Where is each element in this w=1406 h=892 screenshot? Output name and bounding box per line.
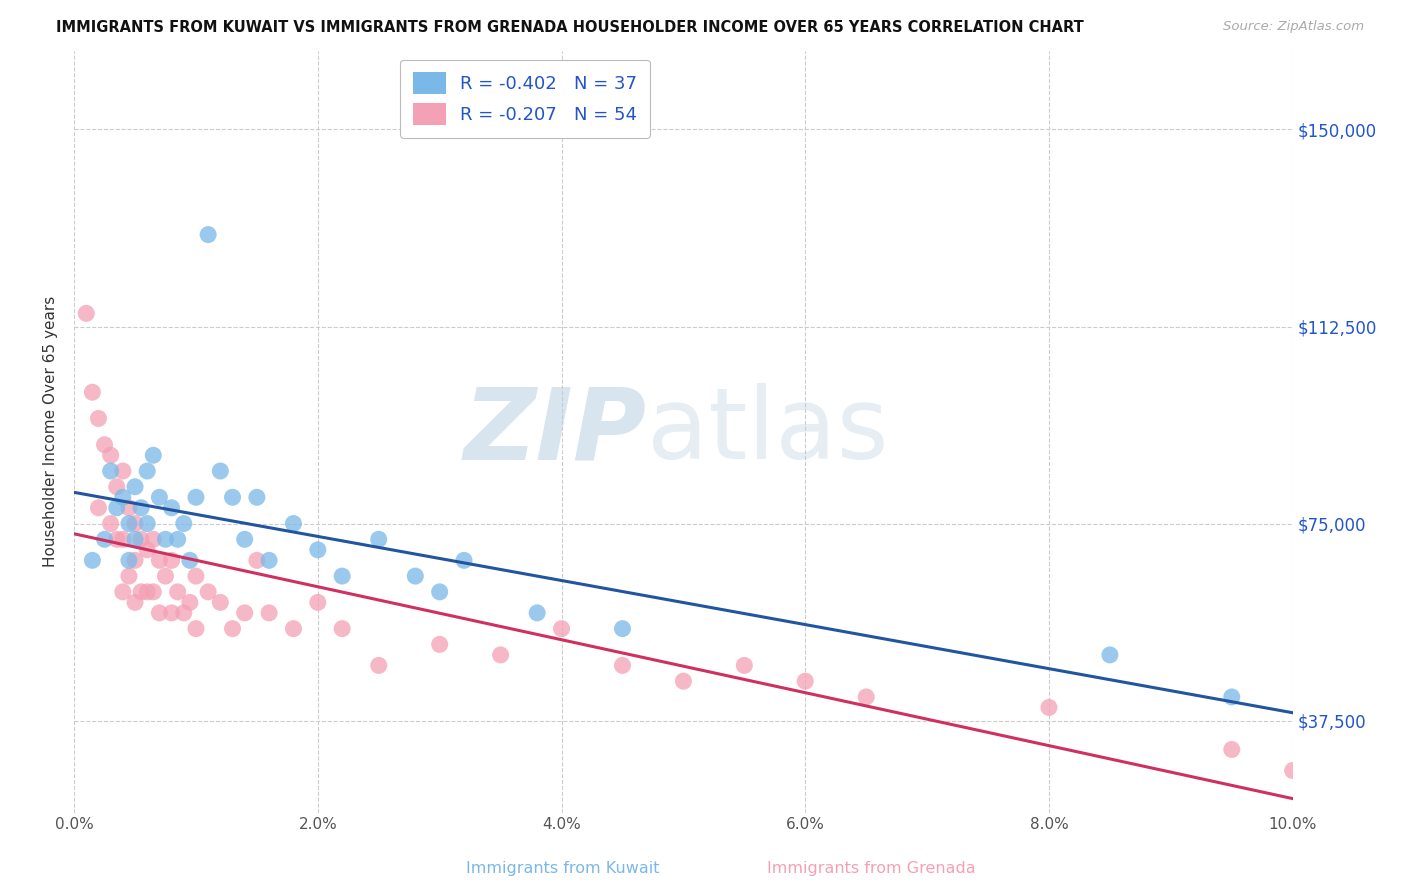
- Point: [209, 595, 232, 609]
- Point: [184, 622, 207, 636]
- Point: [87, 411, 110, 425]
- Point: [489, 648, 512, 662]
- Point: [166, 585, 188, 599]
- Point: [612, 622, 634, 636]
- Point: [429, 637, 451, 651]
- Point: [82, 385, 104, 400]
- Point: [184, 569, 207, 583]
- Point: [429, 585, 451, 599]
- Point: [179, 595, 201, 609]
- Point: [142, 533, 165, 547]
- Point: [197, 227, 219, 242]
- Point: [118, 516, 141, 531]
- Point: [155, 569, 177, 583]
- Point: [124, 553, 146, 567]
- Point: [404, 569, 426, 583]
- Point: [160, 553, 183, 567]
- Point: [136, 516, 159, 531]
- Point: [233, 533, 256, 547]
- Point: [93, 533, 115, 547]
- Point: [105, 533, 128, 547]
- Point: [118, 553, 141, 567]
- Point: [124, 480, 146, 494]
- Point: [148, 553, 170, 567]
- Point: [733, 658, 755, 673]
- Point: [142, 448, 165, 462]
- Point: [136, 542, 159, 557]
- Point: [111, 533, 134, 547]
- Text: IMMIGRANTS FROM KUWAIT VS IMMIGRANTS FROM GRENADA HOUSEHOLDER INCOME OVER 65 YEA: IMMIGRANTS FROM KUWAIT VS IMMIGRANTS FRO…: [56, 20, 1084, 35]
- Point: [197, 585, 219, 599]
- Point: [129, 500, 152, 515]
- Text: ZIP: ZIP: [464, 383, 647, 480]
- Point: [173, 606, 195, 620]
- Point: [612, 658, 634, 673]
- Text: Source: ZipAtlas.com: Source: ZipAtlas.com: [1223, 20, 1364, 33]
- Point: [136, 464, 159, 478]
- Legend: R = -0.402   N = 37, R = -0.207   N = 54: R = -0.402 N = 37, R = -0.207 N = 54: [401, 60, 650, 138]
- Point: [93, 438, 115, 452]
- Point: [105, 500, 128, 515]
- Point: [209, 464, 232, 478]
- Text: atlas: atlas: [647, 383, 889, 480]
- Point: [1038, 700, 1060, 714]
- Y-axis label: Householder Income Over 65 years: Householder Income Over 65 years: [44, 296, 58, 567]
- Point: [526, 606, 548, 620]
- Point: [283, 622, 305, 636]
- Point: [1098, 648, 1121, 662]
- Point: [794, 674, 817, 689]
- Point: [453, 553, 475, 567]
- Point: [1220, 742, 1243, 756]
- Point: [221, 622, 243, 636]
- Point: [129, 585, 152, 599]
- Point: [124, 516, 146, 531]
- Point: [111, 585, 134, 599]
- Point: [124, 533, 146, 547]
- Point: [142, 585, 165, 599]
- Point: [105, 480, 128, 494]
- Point: [118, 569, 141, 583]
- Point: [184, 490, 207, 504]
- Point: [257, 553, 280, 567]
- Point: [367, 533, 389, 547]
- Point: [330, 622, 353, 636]
- Point: [111, 490, 134, 504]
- Point: [257, 606, 280, 620]
- Point: [246, 553, 269, 567]
- Point: [75, 306, 97, 320]
- Point: [100, 516, 122, 531]
- Point: [179, 553, 201, 567]
- Point: [367, 658, 389, 673]
- Point: [307, 542, 329, 557]
- Text: Immigrants from Kuwait: Immigrants from Kuwait: [465, 861, 659, 876]
- Point: [283, 516, 305, 531]
- Point: [129, 533, 152, 547]
- Point: [82, 553, 104, 567]
- Point: [100, 448, 122, 462]
- Point: [173, 516, 195, 531]
- Point: [155, 533, 177, 547]
- Point: [148, 490, 170, 504]
- Point: [855, 690, 877, 704]
- Point: [1220, 690, 1243, 704]
- Point: [672, 674, 695, 689]
- Point: [330, 569, 353, 583]
- Point: [111, 464, 134, 478]
- Point: [307, 595, 329, 609]
- Point: [160, 500, 183, 515]
- Point: [87, 500, 110, 515]
- Text: Immigrants from Grenada: Immigrants from Grenada: [768, 861, 976, 876]
- Point: [160, 606, 183, 620]
- Point: [118, 500, 141, 515]
- Point: [124, 595, 146, 609]
- Point: [550, 622, 572, 636]
- Point: [1281, 764, 1303, 778]
- Point: [166, 533, 188, 547]
- Point: [136, 585, 159, 599]
- Point: [100, 464, 122, 478]
- Point: [233, 606, 256, 620]
- Point: [221, 490, 243, 504]
- Point: [148, 606, 170, 620]
- Point: [246, 490, 269, 504]
